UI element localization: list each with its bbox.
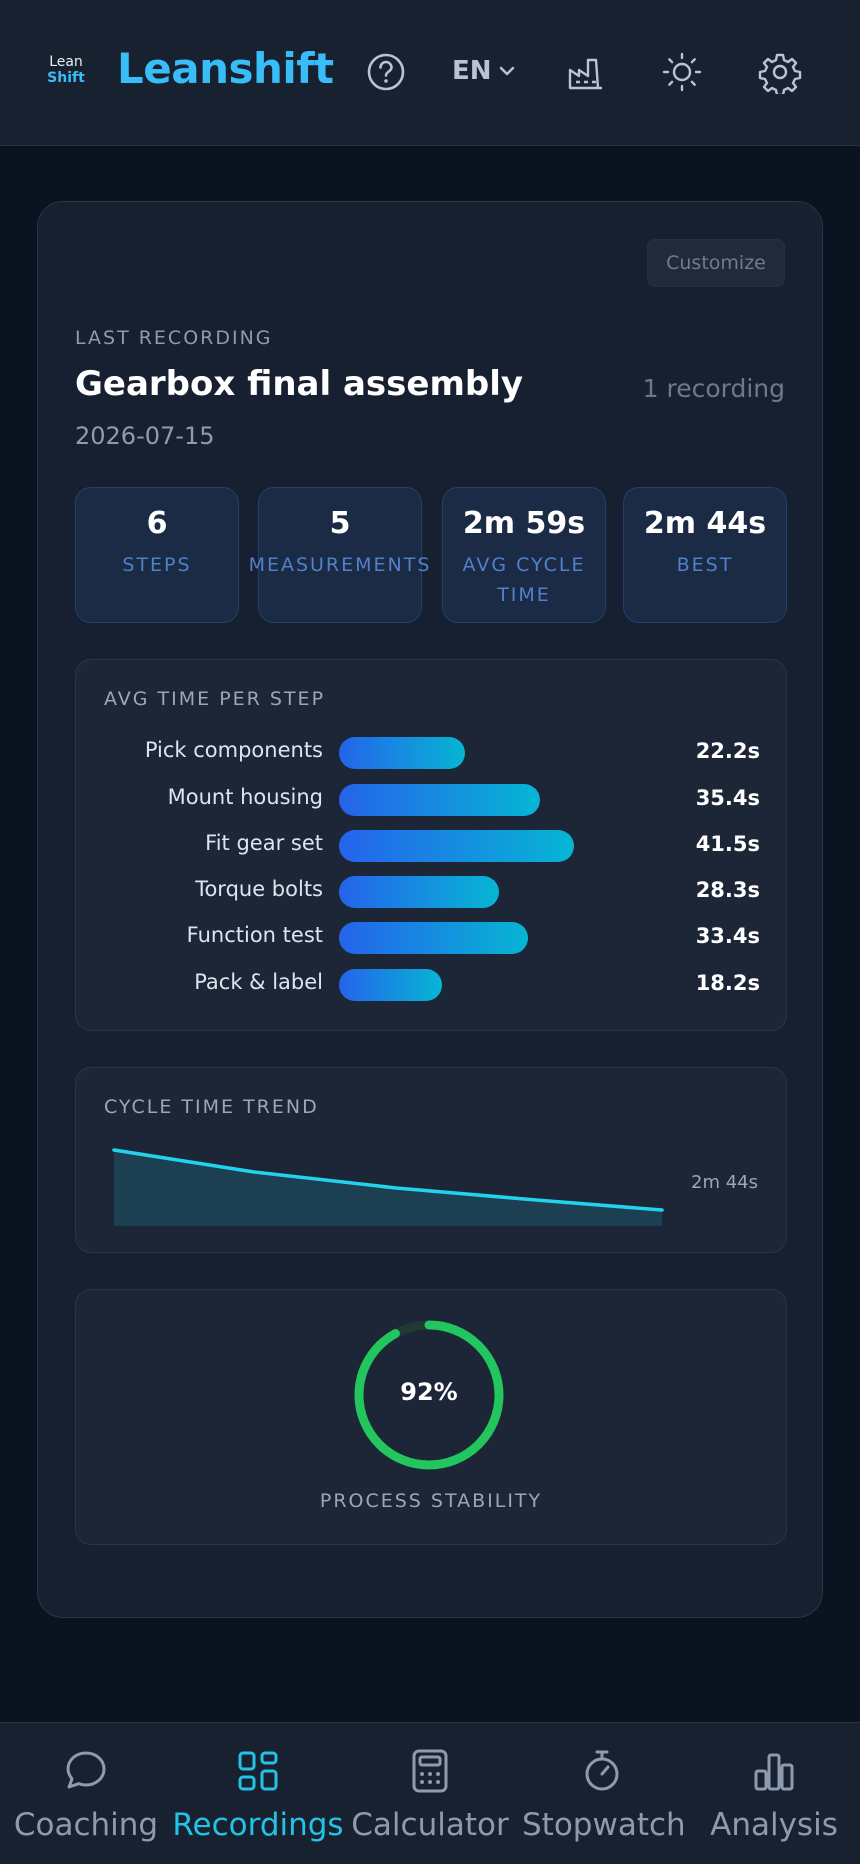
step-row: Pick components 22.2s <box>76 735 788 769</box>
step-bar <box>339 830 574 862</box>
bottom-nav: Coaching Recordings Calculator Stopwatch <box>0 1722 860 1864</box>
stat-steps: 6 STEPS <box>75 487 239 623</box>
factory-icon[interactable] <box>564 50 608 94</box>
avg-time-per-step-panel: AVG TIME PER STEP Pick components 22.2s … <box>75 659 787 1031</box>
stability-arc <box>354 1320 504 1470</box>
step-label: Fit gear set <box>205 831 323 855</box>
step-row: Mount housing 35.4s <box>76 782 788 816</box>
step-value: 33.4s <box>695 924 760 948</box>
step-row: Function test 33.4s <box>76 920 788 954</box>
nav-stopwatch[interactable]: Stopwatch <box>522 1723 686 1864</box>
step-value: 22.2s <box>695 739 760 763</box>
step-value: 28.3s <box>695 878 760 902</box>
logo-line-shift: Shift <box>47 70 85 86</box>
calculator-icon <box>412 1749 448 1793</box>
stat-label: STEPS <box>122 554 192 576</box>
trend-end-label: 2m 44s <box>691 1172 758 1193</box>
step-row: Torque bolts 28.3s <box>76 874 788 908</box>
step-label: Torque bolts <box>195 877 323 901</box>
nav-label: Analysis <box>710 1807 838 1843</box>
step-bar-track <box>339 830 679 862</box>
stat-value: 6 <box>146 506 168 541</box>
card-eyebrow: LAST RECORDING <box>75 327 273 349</box>
stat-label: BEST <box>676 554 734 576</box>
step-label: Pack & label <box>194 970 323 994</box>
stat-best: 2m 44s BEST <box>623 487 787 623</box>
step-label: Pick components <box>144 738 323 762</box>
stat-avg-cycle-time: 2m 59s AVG CYCLE TIME <box>442 487 606 623</box>
chevron-down-icon <box>499 66 514 76</box>
step-value: 35.4s <box>695 786 760 810</box>
stopwatch-icon <box>585 1750 619 1791</box>
step-bar <box>339 737 465 769</box>
stats-row: 6 STEPS 5 MEASUREMENTS 2m 59s AVG CYCLE … <box>75 487 787 623</box>
panel-title: AVG TIME PER STEP <box>104 688 326 710</box>
step-row: Fit gear set 41.5s <box>76 828 788 862</box>
step-bar <box>339 876 499 908</box>
nav-recordings[interactable]: Recordings <box>172 1723 344 1864</box>
stability-label: PROCESS STABILITY <box>319 1490 543 1512</box>
logo-line-lean: Lean <box>49 54 83 70</box>
step-bar-track <box>339 784 679 816</box>
stat-value: 2m 44s <box>643 506 767 541</box>
step-bar <box>339 969 442 1001</box>
help-icon[interactable] <box>364 50 408 94</box>
step-label: Mount housing <box>167 785 323 809</box>
stat-measurements: 5 MEASUREMENTS <box>249 487 429 623</box>
gear-icon[interactable] <box>758 50 802 94</box>
nav-label: Calculator <box>351 1807 509 1843</box>
logo-mark[interactable]: Lean Shift <box>46 54 86 86</box>
nav-coaching[interactable]: Coaching <box>14 1723 158 1864</box>
recording-title[interactable]: Gearbox final assembly <box>75 364 524 404</box>
stat-label: AVG CYCLE TIME <box>462 554 586 606</box>
step-bar-track <box>339 922 679 954</box>
stat-value: 2m 59s <box>462 506 586 541</box>
trend-line <box>112 1148 664 1212</box>
nav-label: Recordings <box>172 1807 344 1843</box>
brand-name[interactable]: Leanshift <box>117 44 334 93</box>
stability-value: 92% <box>400 1378 458 1406</box>
step-value: 41.5s <box>695 832 760 856</box>
nav-label: Stopwatch <box>522 1807 686 1843</box>
bar-chart-icon <box>754 1753 794 1791</box>
stability-gauge: 92% <box>352 1318 506 1472</box>
nav-label: Coaching <box>13 1807 159 1843</box>
step-row: Pack & label 18.2s <box>76 967 788 1001</box>
nav-calculator[interactable]: Calculator <box>351 1723 509 1864</box>
cycle-time-trend-panel: CYCLE TIME TREND 2m 44s <box>75 1067 787 1253</box>
process-stability-panel: 92% PROCESS STABILITY <box>75 1289 787 1545</box>
app-header: Lean Shift Leanshift EN <box>0 0 860 146</box>
chat-bubble-icon <box>66 1751 106 1789</box>
stat-value: 5 <box>329 506 351 541</box>
step-bar <box>339 784 540 816</box>
step-value: 18.2s <box>695 971 760 995</box>
recording-count: 1 recording <box>642 374 785 403</box>
trend-sparkline <box>112 1148 664 1226</box>
customize-button[interactable]: Customize <box>647 239 785 287</box>
grid-icon <box>238 1751 278 1791</box>
language-label: EN <box>452 56 492 86</box>
step-bar-track <box>339 969 679 1001</box>
step-label: Function test <box>186 923 323 947</box>
recording-date: 2026-07-15 <box>75 422 215 450</box>
stat-label: MEASUREMENTS <box>248 554 432 576</box>
language-selector[interactable]: EN <box>452 56 516 86</box>
stability-ring <box>354 1320 504 1470</box>
step-bar-track <box>339 876 679 908</box>
step-bar <box>339 922 528 954</box>
step-bar-track <box>339 737 679 769</box>
sun-icon[interactable] <box>660 50 704 94</box>
panel-title: CYCLE TIME TREND <box>104 1096 319 1118</box>
last-recording-card: Customize LAST RECORDING Gearbox final a… <box>37 201 823 1618</box>
nav-analysis[interactable]: Analysis <box>710 1723 838 1864</box>
